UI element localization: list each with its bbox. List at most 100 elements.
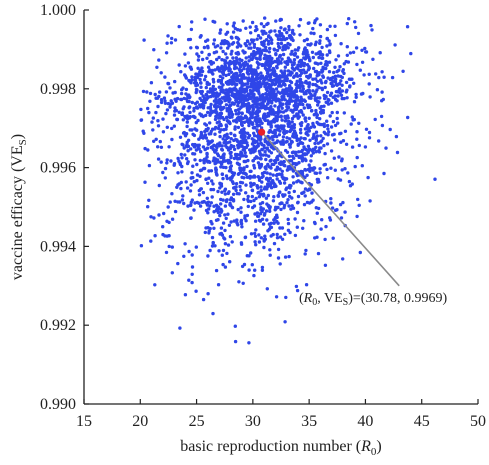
scatter-point xyxy=(322,104,326,108)
scatter-point xyxy=(206,254,210,258)
scatter-point xyxy=(329,125,334,129)
scatter-point xyxy=(226,61,231,65)
scatter-point xyxy=(214,268,219,273)
scatter-point xyxy=(249,71,254,75)
scatter-point xyxy=(299,71,304,75)
scatter-point xyxy=(268,176,272,180)
scatter-point xyxy=(250,149,254,154)
scatter-point xyxy=(360,60,365,64)
scatter-point xyxy=(176,156,180,161)
scatter-point xyxy=(261,32,265,36)
scatter-point xyxy=(333,208,338,212)
scatter-point xyxy=(317,55,321,60)
scatter-point xyxy=(323,162,327,167)
scatter-point xyxy=(323,80,328,85)
scatter-point xyxy=(339,42,343,46)
scatter-point xyxy=(292,189,296,194)
scatter-point xyxy=(380,123,385,128)
scatter-point xyxy=(241,148,245,152)
scatter-point xyxy=(279,69,283,73)
scatter-point xyxy=(230,240,234,244)
scatter-point xyxy=(146,106,150,111)
scatter-point xyxy=(196,66,200,71)
scatter-point xyxy=(217,78,221,83)
scatter-point xyxy=(256,191,260,195)
scatter-point xyxy=(224,174,229,178)
scatter-point xyxy=(315,134,319,138)
scatter-point xyxy=(309,42,313,46)
scatter-point xyxy=(154,110,158,115)
scatter-point xyxy=(191,175,195,180)
scatter-point xyxy=(249,105,253,109)
scatter-point xyxy=(292,75,296,80)
scatter-point xyxy=(320,53,325,57)
scatter-point xyxy=(212,204,216,208)
scatter-point xyxy=(274,87,279,91)
scatter-point xyxy=(151,128,155,132)
scatter-point xyxy=(168,200,172,204)
scatter-point xyxy=(199,85,203,89)
scatter-point xyxy=(209,129,213,134)
scatter-point xyxy=(213,20,217,24)
scatter-point xyxy=(280,118,284,122)
scatter-point xyxy=(170,245,174,249)
scatter-point xyxy=(225,119,230,123)
scatter-point xyxy=(265,89,269,93)
scatter-point xyxy=(332,70,336,75)
scatter-point xyxy=(187,249,191,254)
scatter-point xyxy=(348,184,353,188)
scatter-point xyxy=(283,65,287,69)
scatter-point xyxy=(348,51,353,55)
x-tick-label: 25 xyxy=(189,413,205,430)
y-axis-title: vaccine efficacy (VES) xyxy=(9,134,29,280)
scatter-point xyxy=(149,239,153,243)
scatter-point xyxy=(325,27,330,32)
scatter-point xyxy=(318,34,323,39)
scatter-point xyxy=(159,98,164,102)
scatter-point xyxy=(325,53,329,57)
scatter-point xyxy=(159,100,164,105)
scatter-point xyxy=(358,68,362,72)
scatter-point xyxy=(238,130,242,135)
scatter-point xyxy=(384,146,388,150)
scatter-point xyxy=(259,206,263,210)
scatter-point xyxy=(299,64,303,69)
scatter-point xyxy=(258,165,262,169)
scatter-point xyxy=(206,44,210,48)
x-tick-label: 50 xyxy=(470,413,486,430)
scatter-point xyxy=(263,185,267,189)
scatter-point xyxy=(249,169,253,173)
scatter-point xyxy=(246,194,250,199)
scatter-point xyxy=(190,128,194,132)
scatter-point xyxy=(294,66,299,70)
scatter-point xyxy=(247,55,251,59)
scatter-point xyxy=(270,99,274,104)
scatter-point xyxy=(216,113,220,117)
scatter-point xyxy=(280,162,284,166)
scatter-point xyxy=(195,178,199,183)
scatter-point xyxy=(246,66,250,70)
scatter-point xyxy=(320,218,324,222)
scatter-point xyxy=(236,74,240,78)
scatter-point xyxy=(354,95,358,100)
scatter-point xyxy=(156,124,161,128)
scatter-point xyxy=(368,95,372,99)
scatter-point xyxy=(253,111,258,116)
scatter-point xyxy=(318,23,323,27)
scatter-point xyxy=(265,146,269,150)
scatter-point xyxy=(223,95,227,99)
scatter-point xyxy=(227,190,231,194)
scatter-point xyxy=(311,77,315,81)
scatter-point xyxy=(213,161,217,166)
scatter-point xyxy=(199,73,204,77)
scatter-point xyxy=(264,38,269,42)
scatter-point xyxy=(162,211,166,216)
scatter-point xyxy=(229,145,233,149)
scatter-point xyxy=(268,111,273,115)
scatter-point xyxy=(340,159,344,163)
scatter-point xyxy=(293,135,297,139)
y-tick-label: 1.000 xyxy=(40,2,76,19)
scatter-point xyxy=(287,204,291,208)
scatter-point xyxy=(271,60,275,65)
scatter-point xyxy=(204,136,208,140)
